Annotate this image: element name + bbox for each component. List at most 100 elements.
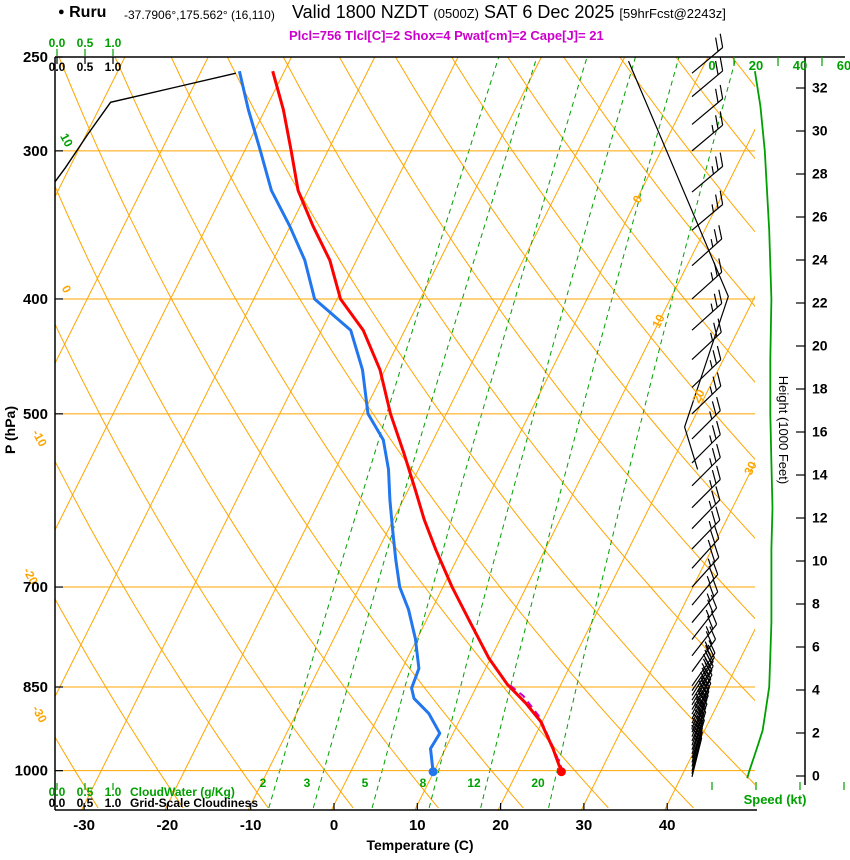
dry-adiabat-line bbox=[451, 57, 755, 461]
wind-barb-feather bbox=[708, 640, 716, 654]
line-label: 8 bbox=[420, 776, 427, 790]
station-bullet-icon: ● bbox=[58, 6, 65, 18]
height-tick-label: 4 bbox=[812, 682, 820, 698]
cloudiness-scale-top: 0.5 bbox=[77, 60, 94, 74]
reference-profiles bbox=[55, 60, 729, 470]
cloudiness-scale-top: 0.0 bbox=[49, 60, 66, 74]
mixing-ratio-line bbox=[548, 57, 737, 809]
wind-barb-feather bbox=[710, 594, 718, 609]
speed-tick-label: 0 bbox=[708, 58, 715, 73]
wind-barb-feather bbox=[711, 448, 717, 462]
pressure-tick-label: 400 bbox=[23, 291, 48, 308]
wind-barb-staff bbox=[691, 556, 720, 588]
wind-barb-staff bbox=[691, 591, 719, 623]
wind-barb-staff bbox=[691, 674, 713, 710]
wind-barb-feather bbox=[711, 469, 717, 484]
wind-barb-feather bbox=[719, 190, 724, 205]
wind-barb-feather bbox=[701, 662, 710, 676]
line-label: 20 bbox=[531, 776, 545, 790]
mixing-ratio-line bbox=[428, 57, 636, 809]
wind-barb-staff bbox=[691, 574, 719, 606]
wind-barb-half-feather bbox=[709, 386, 713, 395]
wind-barb-feather bbox=[713, 543, 720, 558]
speed-tick-label: 60 bbox=[837, 58, 850, 73]
line-label: 5 bbox=[362, 776, 369, 790]
profile-curves bbox=[237, 70, 566, 777]
wind-barb-half-feather bbox=[710, 239, 714, 248]
wind-barb-staff bbox=[691, 711, 707, 750]
wind-barb-feather bbox=[700, 671, 709, 685]
isotherm-line bbox=[81, 57, 459, 810]
mixing-ratio-line bbox=[268, 57, 500, 809]
pressure-tick-label: 300 bbox=[23, 143, 48, 160]
wind-barb-staff bbox=[691, 703, 708, 742]
speed-curve bbox=[746, 71, 774, 779]
height-tick-label: 10 bbox=[812, 553, 828, 569]
height-tick-label: 0 bbox=[812, 768, 820, 784]
wind-barb-staff bbox=[691, 331, 722, 361]
wind-barb-feather bbox=[719, 84, 724, 99]
line-label: 20 bbox=[689, 387, 708, 406]
cloudwater-scale-top: 0.0 bbox=[49, 36, 66, 50]
indices-line: Plcl=756 Tlcl[C]=2 Shox=4 Pwat[cm]=2 Cap… bbox=[289, 28, 604, 43]
wind-barb-feather bbox=[712, 350, 718, 364]
height-tick-label: 6 bbox=[812, 639, 820, 655]
wind-barb-staff bbox=[691, 359, 722, 388]
temperature-tick-label: 30 bbox=[576, 817, 593, 834]
wind-barb-staff bbox=[691, 719, 705, 759]
isotherm-line bbox=[247, 57, 626, 810]
wind-barb-staff bbox=[691, 665, 714, 701]
dry-adiabat-line bbox=[282, 57, 755, 702]
valid-date: SAT 6 Dec 2025 bbox=[483, 2, 615, 22]
cloudiness-scale-top: 1.0 bbox=[105, 60, 122, 74]
height-tick-label: 24 bbox=[812, 252, 828, 268]
cloudiness-scale-bottom: 0.5 bbox=[77, 796, 94, 810]
pressure-tick-label: 850 bbox=[23, 679, 48, 696]
wind-barb-half-feather bbox=[710, 272, 714, 281]
wind-barb-half-feather bbox=[711, 204, 715, 213]
wind-barb-staff bbox=[691, 385, 722, 415]
station-name: Ruru bbox=[69, 4, 107, 21]
wind-barb-half-feather bbox=[709, 480, 713, 489]
temperature-tick-label: 0 bbox=[330, 817, 338, 834]
line-label: -10 bbox=[29, 427, 50, 449]
dry-adiabat-line bbox=[55, 460, 269, 809]
dry-adiabat-line bbox=[58, 57, 524, 809]
dry-adiabat-line bbox=[170, 57, 694, 809]
height-tick-label: 2 bbox=[812, 725, 820, 741]
wind-barb-feather bbox=[719, 111, 724, 126]
line-label: 12 bbox=[467, 776, 481, 790]
cloudiness-scale-bottom: 1.0 bbox=[105, 796, 122, 810]
isotherm-line bbox=[331, 57, 709, 810]
wind-barb-half-feather bbox=[711, 124, 715, 133]
wind-barb-feather bbox=[713, 525, 720, 539]
wind-barb-staff bbox=[691, 70, 724, 98]
wind-barb-feather bbox=[716, 345, 722, 360]
parcel-path-line bbox=[506, 681, 565, 773]
wind-barb-feather bbox=[712, 376, 718, 391]
isotherm-line bbox=[580, 461, 755, 810]
height-tick-label: 14 bbox=[812, 467, 828, 483]
mixing-ratio-line bbox=[312, 57, 538, 809]
height-tick-label: 22 bbox=[812, 295, 828, 311]
speed-axis-title: Speed (kt) bbox=[744, 792, 807, 807]
dry-adiabat-line bbox=[55, 597, 184, 809]
wind-barb-staff bbox=[691, 623, 718, 657]
speed-tick-label: 40 bbox=[793, 58, 807, 73]
temperature-tick-label: 20 bbox=[492, 817, 509, 834]
wind-barb-feather bbox=[715, 156, 719, 171]
dewpoint-curve bbox=[237, 70, 442, 772]
wind-barb-half-feather bbox=[709, 411, 713, 420]
wind-barb-feather bbox=[716, 396, 721, 411]
wind-barb-feather bbox=[716, 420, 721, 435]
cloudwater-scale-bottom: 0.5 bbox=[77, 785, 94, 799]
wind-barb-feather bbox=[715, 506, 721, 521]
wind-barb-half-feather bbox=[707, 558, 712, 567]
wind-barb-staff bbox=[691, 731, 703, 771]
wind-barb-staff bbox=[691, 499, 721, 530]
wind-barb-staff bbox=[691, 457, 721, 487]
wind-barb-feather bbox=[709, 529, 716, 544]
temperature-tick-label: 10 bbox=[409, 817, 426, 834]
